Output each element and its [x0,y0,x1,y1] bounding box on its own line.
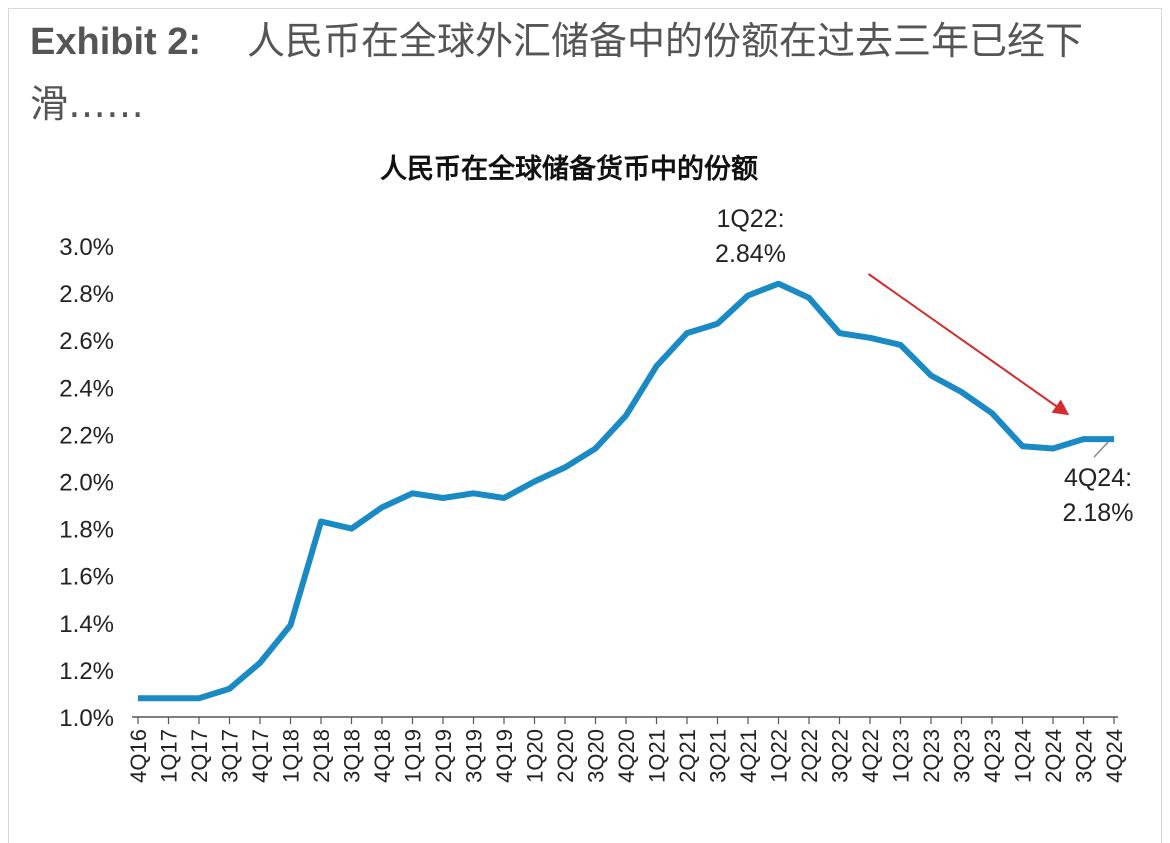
peak-annotation-label: 1Q22: [716,205,784,233]
y-tick-label: 1.8% [59,517,114,544]
exhibit-title: 人民币在全球外汇储备中的份额在过去三年已经下滑…… [30,19,1084,126]
x-tick-label: 4Q20 [614,729,639,783]
end-annotation-value: 2.18% [1063,499,1134,527]
x-tick-label: 3Q21 [706,729,731,783]
x-tick-label: 1Q20 [523,729,548,783]
x-tick-label: 4Q24 [1102,729,1127,783]
x-tick-label: 4Q18 [370,729,395,783]
x-tick-label: 3Q17 [218,729,243,783]
x-tick-label: 1Q18 [279,729,304,783]
series-line [138,280,1114,702]
y-tick-label: 2.2% [59,422,114,449]
exhibit-heading: Exhibit 2: 人民币在全球外汇储备中的份额在过去三年已经下滑…… [30,10,1140,135]
y-tick-label: 1.4% [59,611,114,638]
chart-title: 人民币在全球储备货币中的份额 [380,153,758,184]
x-tick-label: 3Q18 [340,729,365,783]
x-tick-label: 1Q17 [157,729,182,783]
x-tick-label: 1Q21 [645,729,670,783]
x-tick-label: 4Q21 [736,729,761,783]
x-tick-label: 4Q19 [492,729,517,783]
x-tick-label: 2Q18 [309,729,334,783]
x-tick-label: 2Q22 [797,729,822,783]
x-tick-label: 1Q23 [889,729,914,783]
x-tick-label: 1Q19 [401,729,426,783]
y-tick-label: 2.6% [59,328,114,355]
y-tick-label: 2.4% [59,375,114,402]
x-tick-label: 3Q23 [950,729,975,783]
x-tick-label: 4Q23 [980,729,1005,783]
x-tick-label: 4Q22 [858,729,883,783]
y-tick-label: 2.0% [59,470,114,497]
y-tick-label: 3.0% [59,234,114,261]
trend-arrow [867,273,1070,416]
x-tick-label: 3Q20 [584,729,609,783]
end-annotation-leader [1093,441,1109,458]
x-tick-label: 2Q17 [187,729,212,783]
x-tick-label: 2Q23 [919,729,944,783]
y-tick-label: 1.0% [59,705,114,732]
x-tick-label: 3Q19 [462,729,487,783]
x-tick-label: 4Q17 [248,729,273,783]
end-annotation-label: 4Q24: [1064,464,1132,492]
x-tick-label: 3Q24 [1072,729,1097,783]
x-tick-label: 2Q20 [553,729,578,783]
exhibit-frame [8,8,1162,843]
x-tick-label: 1Q22 [767,729,792,783]
peak-annotation-value: 2.84% [715,240,786,268]
y-tick-label: 1.2% [59,658,114,685]
y-tick-label: 1.6% [59,564,114,591]
y-tick-label: 2.8% [59,281,114,308]
x-tick-label: 4Q16 [126,729,151,783]
exhibit-label: Exhibit 2: [30,21,202,63]
x-tick-label: 2Q19 [431,729,456,783]
x-tick-label: 1Q24 [1011,729,1036,783]
x-tick-label: 2Q21 [675,729,700,783]
x-tick-label: 3Q22 [828,729,853,783]
x-tick-label: 2Q24 [1041,729,1066,783]
